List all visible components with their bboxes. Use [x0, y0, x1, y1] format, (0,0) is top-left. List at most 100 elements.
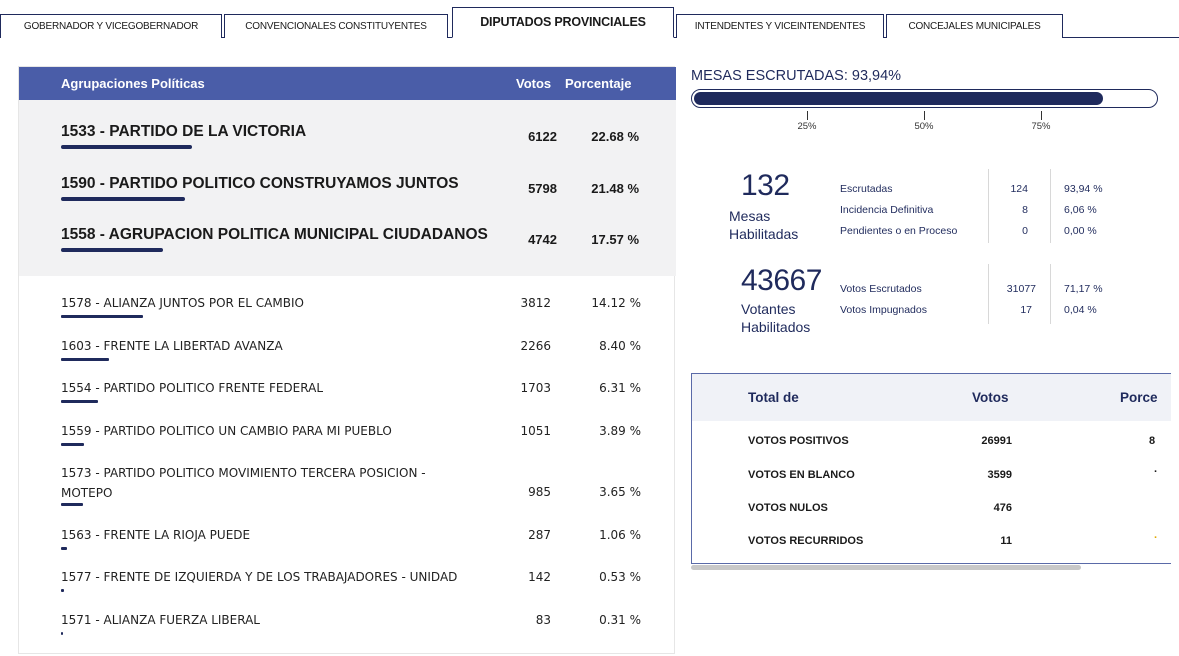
party-percent: 22.68 %: [591, 129, 639, 144]
stat-percent: 93,94 %: [1064, 183, 1103, 195]
party-name: 1533 - PARTIDO DE LA VICTORIA: [61, 123, 307, 140]
header-porcentaje: Porce: [1120, 390, 1158, 405]
party-percent: 1.06 %: [599, 528, 641, 542]
mesas-escrutadas-title: MESAS ESCRUTADAS: 93,94%: [691, 68, 902, 84]
stat-percent: 0,00 %: [1064, 225, 1097, 237]
stat-divider: [988, 264, 989, 324]
votantes-label: Votantes: [741, 301, 796, 317]
party-name: 1590 - PARTIDO POLITICO CONSTRUYAMOS JUN…: [61, 175, 459, 192]
totals-row-votes: 26991: [981, 435, 1012, 447]
party-votes: 287: [528, 528, 551, 542]
election-tabs: GOBERNADOR Y VICEGOBERNADOR CONVENCIONAL…: [0, 0, 1179, 40]
stat-label: Pendientes o en Proceso: [840, 225, 958, 237]
party-votes: 5798: [528, 181, 557, 196]
party-name: 1554 - PARTIDO POLITICO FRENTE FEDERAL: [61, 381, 324, 395]
party-votes: 6122: [528, 129, 557, 144]
party-share-bar: [61, 248, 163, 252]
progress-tick: [1041, 111, 1042, 120]
party-votes: 3812: [520, 296, 551, 310]
stat-number: 124: [1010, 183, 1028, 195]
tab-gobernador[interactable]: GOBERNADOR Y VICEGOBERNADOR: [0, 14, 222, 38]
totals-row-percent: ·: [1154, 532, 1158, 544]
party-share-bar: [61, 503, 83, 506]
stat-divider: [1050, 169, 1051, 243]
progress-tick-label: 25%: [797, 121, 817, 132]
totals-row-percent: 8: [1149, 435, 1156, 447]
party-name: 1577 - FRENTE DE IZQUIERDA Y DE LOS TRAB…: [61, 570, 458, 584]
tab-diputados[interactable]: DIPUTADOS PROVINCIALES: [452, 7, 674, 38]
table-row: 1533 - PARTIDO DE LA VICTORIA 6122 22.68…: [19, 123, 676, 175]
progress-tick: [924, 111, 925, 120]
stat-label: Votos Impugnados: [840, 304, 927, 316]
totals-row-label: VOTOS RECURRIDOS: [748, 535, 864, 547]
party-votes: 142: [528, 570, 551, 584]
totals-row-votes: 3599: [987, 469, 1012, 481]
stat-divider: [988, 169, 989, 243]
party-share-bar: [61, 400, 98, 403]
stat-number: 0: [1022, 225, 1028, 237]
habilitados-label: Habilitados: [741, 319, 811, 335]
party-name-line1: 1573 - PARTIDO POLITICO MOVIMIENTO TERCE…: [61, 466, 426, 480]
party-name-line2: MOTEPO: [61, 486, 113, 500]
party-share-bar: [61, 358, 109, 361]
stat-percent: 6,06 %: [1064, 204, 1097, 216]
party-name: 1603 - FRENTE LA LIBERTAD AVANZA: [61, 339, 283, 353]
party-votes: 985: [528, 485, 551, 499]
progress-tick-label: 50%: [914, 121, 934, 132]
party-votes: 1703: [520, 381, 551, 395]
results-table: Agrupaciones Políticas Votos Porcentaje …: [18, 66, 676, 654]
totals-horizontal-scrollbar[interactable]: [691, 565, 1081, 570]
table-row: 1590 - PARTIDO POLITICO CONSTRUYAMOS JUN…: [19, 175, 676, 227]
top-three-block: 1533 - PARTIDO DE LA VICTORIA 6122 22.68…: [19, 100, 676, 276]
totals-row-label: VOTOS NULOS: [748, 502, 828, 514]
party-votes: 83: [535, 613, 551, 627]
totals-table[interactable]: Total de Votos Porce VOTOS POSITIVOS 269…: [691, 373, 1171, 564]
party-percent: 0.53 %: [599, 570, 641, 584]
stat-number: 8: [1022, 204, 1028, 216]
party-name: 1559 - PARTIDO POLITICO UN CAMBIO PARA M…: [61, 424, 392, 438]
party-percent: 8.40 %: [599, 339, 641, 353]
header-votos: Votos: [972, 390, 1009, 405]
tab-convencionales[interactable]: CONVENCIONALES CONSTITUYENTES: [224, 14, 448, 38]
party-share-bar: [61, 547, 67, 550]
progress-tick-label: 75%: [1031, 121, 1051, 132]
mesas-progress-bar: [691, 89, 1158, 108]
party-percent: 17.57 %: [591, 232, 639, 247]
habilitadas-label: Habilitadas: [729, 226, 799, 242]
party-votes: 4742: [528, 232, 557, 247]
party-share-bar: [61, 443, 84, 446]
party-votes: 1051: [520, 424, 551, 438]
stat-number: 31077: [1006, 283, 1036, 295]
party-name: 1578 - ALIANZA JUNTOS POR EL CAMBIO: [61, 296, 304, 310]
totals-row-votes: 476: [993, 502, 1012, 514]
stat-percent: 71,17 %: [1064, 283, 1103, 295]
stat-number: 17: [1020, 304, 1032, 316]
progress-tick: [807, 111, 808, 120]
header-votos: Votos: [516, 76, 552, 91]
tab-concejales[interactable]: CONCEJALES MUNICIPALES: [886, 14, 1063, 38]
party-name: 1563 - FRENTE LA RIOJA PUEDE: [61, 528, 251, 542]
party-name: 1571 - ALIANZA FUERZA LIBERAL: [61, 613, 260, 627]
party-share-bar: [61, 632, 63, 635]
party-percent: 0.31 %: [599, 613, 641, 627]
party-share-bar: [61, 589, 64, 592]
party-name: 1558 - AGRUPACION POLITICA MUNICIPAL CIU…: [61, 226, 488, 243]
mesas-progress-fill: [694, 92, 1103, 105]
party-votes: 2266: [520, 339, 551, 353]
mesas-habilitadas-count: 132: [741, 169, 790, 202]
results-table-header: Agrupaciones Políticas Votos Porcentaje: [19, 67, 676, 100]
stat-label: Votos Escrutados: [840, 283, 922, 295]
totals-row-label: VOTOS POSITIVOS: [748, 435, 849, 447]
party-share-bar: [61, 145, 192, 149]
totals-table-header: Total de Votos Porce: [692, 374, 1171, 421]
totals-row-label: VOTOS EN BLANCO: [748, 469, 855, 481]
stat-label: Escrutadas: [840, 183, 893, 195]
party-percent: 6.31 %: [599, 381, 641, 395]
totals-row-votes: 11: [1000, 535, 1012, 547]
party-share-bar: [61, 197, 185, 201]
tab-intendentes[interactable]: INTENDENTES Y VICEINTENDENTES: [676, 14, 884, 38]
header-total-de: Total de: [748, 390, 799, 405]
party-percent: 3.65 %: [599, 485, 641, 499]
stat-label: Incidencia Definitiva: [840, 204, 934, 216]
header-porcentaje: Porcentaje: [565, 76, 632, 91]
